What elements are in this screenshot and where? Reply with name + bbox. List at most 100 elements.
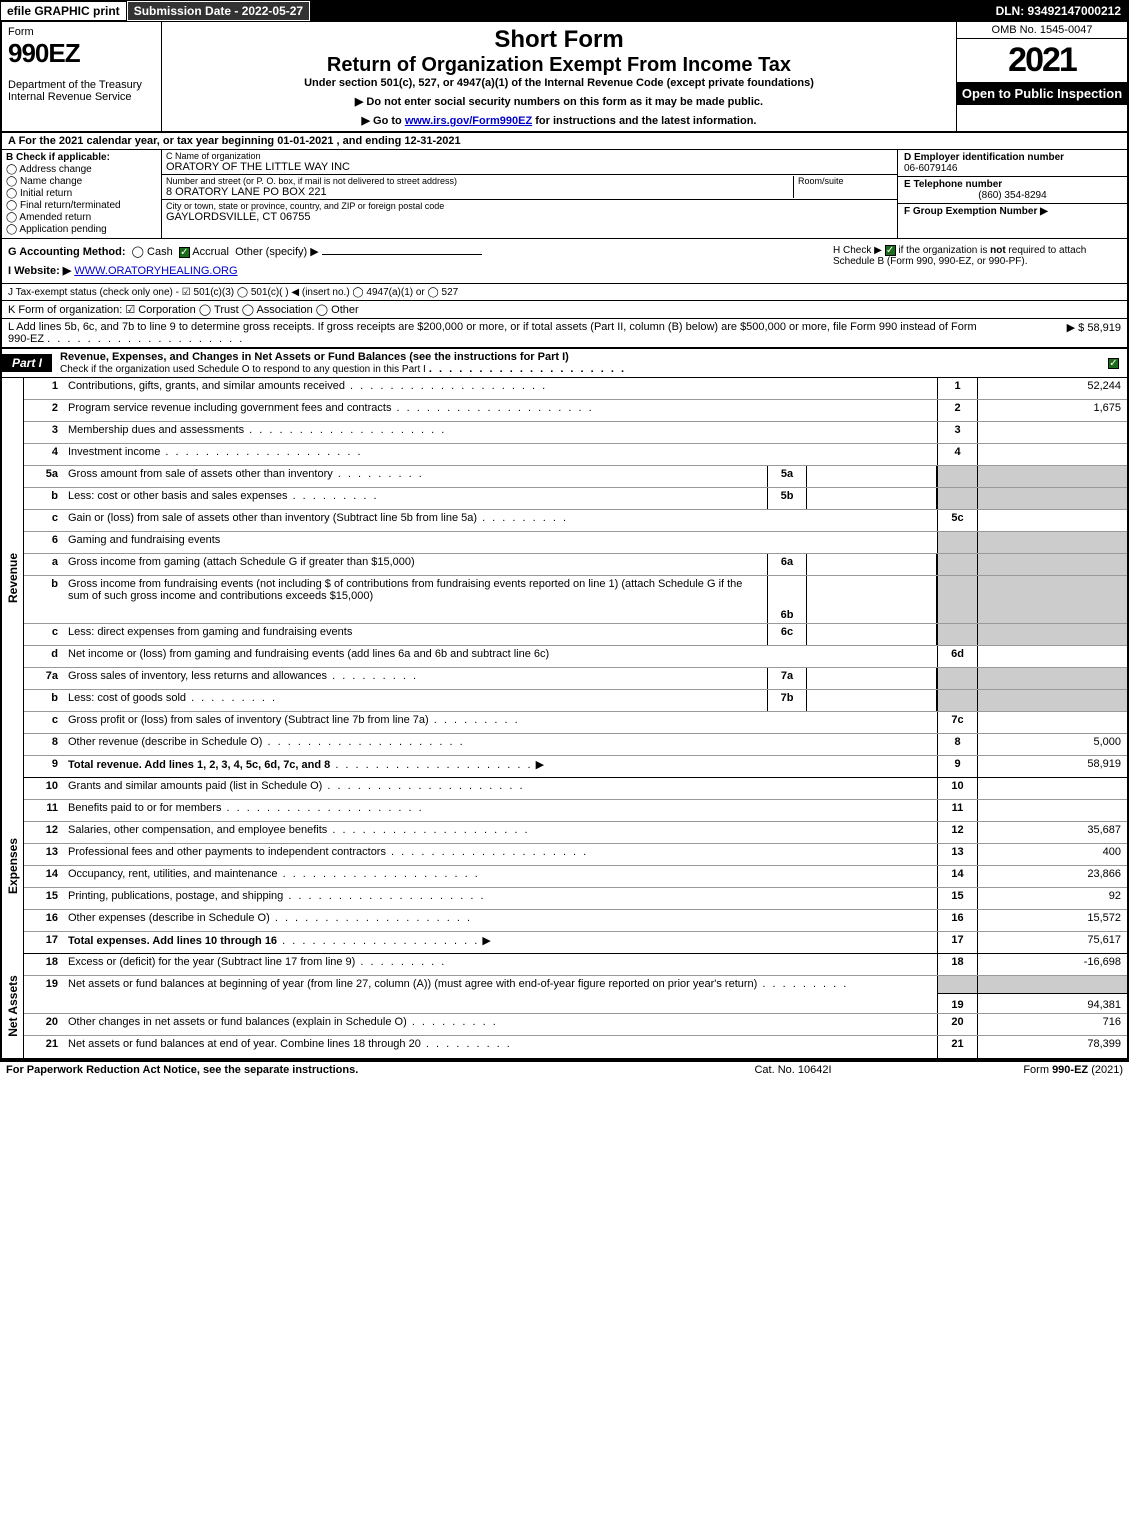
netassets-grid: 18 Excess or (deficit) for the year (Sub… <box>24 954 1127 1058</box>
line-14: 14 Occupancy, rent, utilities, and maint… <box>24 866 1127 888</box>
h-schedule-b: H Check ▶ ✓ if the organization is not r… <box>827 239 1127 283</box>
irs-link[interactable]: www.irs.gov/Form990EZ <box>405 115 532 127</box>
h-checkbox[interactable]: ✓ <box>885 245 896 256</box>
line-4-value <box>977 444 1127 465</box>
header-left: Form 990EZ Department of the Treasury In… <box>2 22 162 131</box>
line-5a: 5a Gross amount from sale of assets othe… <box>24 466 1127 488</box>
ssn-warning: ▶ Do not enter social security numbers o… <box>170 95 948 108</box>
line-6: 6 Gaming and fundraising events <box>24 532 1127 554</box>
line-6b-value <box>807 576 937 623</box>
row-l-gross-receipts: L Add lines 5b, 6c, and 7b to line 9 to … <box>0 319 1129 348</box>
other-option: Other (specify) ▶ <box>235 246 319 258</box>
line-7c: c Gross profit or (loss) from sales of i… <box>24 712 1127 734</box>
catalog-number: Cat. No. 10642I <box>663 1064 923 1076</box>
revenue-side-label: Revenue <box>2 378 24 778</box>
page-footer: For Paperwork Reduction Act Notice, see … <box>0 1060 1129 1078</box>
ein-value: 06-6079146 <box>904 163 1121 174</box>
website-link[interactable]: WWW.ORATORYHEALING.ORG <box>74 265 237 277</box>
row-a-tax-year: A For the 2021 calendar year, or tax yea… <box>0 133 1129 150</box>
header-right: OMB No. 1545-0047 2021 Open to Public In… <box>957 22 1127 131</box>
chk-amended-return[interactable]: ◯ Amended return <box>6 212 157 223</box>
line-7b-value <box>807 690 937 711</box>
short-form-title: Short Form <box>170 26 948 54</box>
line-1-value: 52,244 <box>977 378 1127 399</box>
row-k-form-org: K Form of organization: ☑ Corporation ◯ … <box>0 301 1129 319</box>
dln-label: DLN: 93492147000212 <box>990 2 1129 20</box>
form-number: 990EZ <box>8 38 155 69</box>
line-5b: b Less: cost or other basis and sales ex… <box>24 488 1127 510</box>
line-6a-value <box>807 554 937 575</box>
org-name-label: C Name of organization <box>166 151 893 161</box>
accrual-option: Accrual <box>192 246 229 258</box>
part-i-label: Part I <box>2 354 52 372</box>
section-bcd: B Check if applicable: ◯ Address change … <box>0 150 1129 239</box>
l-value: ▶ $ 58,919 <box>1001 321 1121 345</box>
part-i-title: Revenue, Expenses, and Changes in Net As… <box>52 349 1108 377</box>
part-i-checkbox-wrap: ✓ <box>1108 357 1127 369</box>
goto-note: ▶ Go to www.irs.gov/Form990EZ for instru… <box>170 114 948 127</box>
line-5c-value <box>977 510 1127 531</box>
chk-name-change[interactable]: ◯ Name change <box>6 176 157 187</box>
cash-option[interactable]: Cash <box>147 246 173 258</box>
line-7a-value <box>807 668 937 689</box>
g-label: G Accounting Method: <box>8 246 126 258</box>
revenue-section: Revenue 1 Contributions, gifts, grants, … <box>0 378 1129 778</box>
form-word: Form <box>8 26 155 38</box>
line-19-value: 94,381 <box>1087 999 1121 1011</box>
line-16-value: 15,572 <box>977 910 1127 931</box>
h-pre: H Check ▶ <box>833 245 882 256</box>
line-10-value <box>977 778 1127 799</box>
line-2-value: 1,675 <box>977 400 1127 421</box>
line-9-value: 58,919 <box>977 756 1127 777</box>
goto-post: for instructions and the latest informat… <box>532 115 756 127</box>
omb-number: OMB No. 1545-0047 <box>957 22 1127 39</box>
part-i-header: Part I Revenue, Expenses, and Changes in… <box>0 348 1129 378</box>
other-specify-input[interactable] <box>322 254 482 255</box>
line-6d-value <box>977 646 1127 667</box>
line-3-value <box>977 422 1127 443</box>
i-label: I Website: ▶ <box>8 265 71 277</box>
line-8: 8 Other revenue (describe in Schedule O)… <box>24 734 1127 756</box>
part-i-checkbox[interactable]: ✓ <box>1108 358 1119 369</box>
netassets-section: Net Assets 18 Excess or (deficit) for th… <box>0 954 1129 1060</box>
line-20: 20 Other changes in net assets or fund b… <box>24 1014 1127 1036</box>
section-d: D Employer identification number 06-6079… <box>897 150 1127 238</box>
line-6a: a Gross income from gaming (attach Sched… <box>24 554 1127 576</box>
line-12-value: 35,687 <box>977 822 1127 843</box>
line-16: 16 Other expenses (describe in Schedule … <box>24 910 1127 932</box>
room-label: Room/suite <box>798 176 893 186</box>
line-17-value: 75,617 <box>977 932 1127 953</box>
city-value: GAYLORDSVILLE, CT 06755 <box>166 211 893 223</box>
line-6d: d Net income or (loss) from gaming and f… <box>24 646 1127 668</box>
line-7b: b Less: cost of goods sold 7b <box>24 690 1127 712</box>
return-title: Return of Organization Exempt From Incom… <box>170 54 948 77</box>
accrual-checkbox[interactable]: ✓ <box>179 247 190 258</box>
accounting-method: G Accounting Method: ◯ Cash ✓ Accrual Ot… <box>2 239 827 283</box>
line-6c-value <box>807 624 937 645</box>
h-not: not <box>990 245 1006 256</box>
city-label: City or town, state or province, country… <box>166 201 893 211</box>
line-18-value: -16,698 <box>977 954 1127 975</box>
org-name: ORATORY OF THE LITTLE WAY INC <box>166 161 893 173</box>
chk-application-pending[interactable]: ◯ Application pending <box>6 224 157 235</box>
line-1: 1 Contributions, gifts, grants, and simi… <box>24 378 1127 400</box>
header-mid: Short Form Return of Organization Exempt… <box>162 22 957 131</box>
line-9: 9 Total revenue. Add lines 1, 2, 3, 4, 5… <box>24 756 1127 778</box>
chk-final-return[interactable]: ◯ Final return/terminated <box>6 200 157 211</box>
h-post: if the organization is <box>898 245 990 256</box>
row-gh: G Accounting Method: ◯ Cash ✓ Accrual Ot… <box>0 239 1129 284</box>
phone-value: (860) 354-8294 <box>904 190 1121 201</box>
line-15-value: 92 <box>977 888 1127 909</box>
line-20-value: 716 <box>977 1014 1127 1035</box>
section-b-label: B Check if applicable: <box>6 152 110 163</box>
group-exemption-label: F Group Exemption Number ▶ <box>904 206 1121 217</box>
expenses-section: Expenses 10 Grants and similar amounts p… <box>0 778 1129 954</box>
line-21: 21 Net assets or fund balances at end of… <box>24 1036 1127 1058</box>
addr-value: 8 ORATORY LANE PO BOX 221 <box>166 186 793 198</box>
paperwork-notice: For Paperwork Reduction Act Notice, see … <box>6 1064 663 1076</box>
line-11: 11 Benefits paid to or for members 11 <box>24 800 1127 822</box>
line-10: 10 Grants and similar amounts paid (list… <box>24 778 1127 800</box>
chk-address-change[interactable]: ◯ Address change <box>6 164 157 175</box>
top-bar: efile GRAPHIC print Submission Date - 20… <box>0 0 1129 22</box>
chk-initial-return[interactable]: ◯ Initial return <box>6 188 157 199</box>
